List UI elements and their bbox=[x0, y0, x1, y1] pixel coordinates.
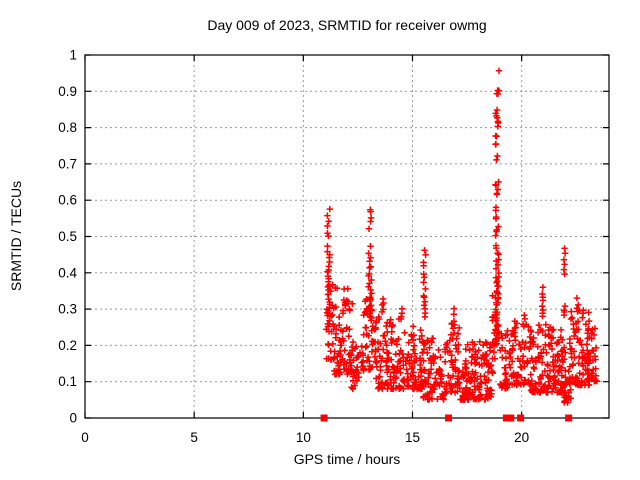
chart-title: Day 009 of 2023, SRMTID for receiver owm… bbox=[207, 17, 487, 33]
y-tick-label: 0.5 bbox=[58, 229, 77, 244]
zero-square-marker bbox=[445, 414, 453, 422]
y-tick-label: 0.9 bbox=[58, 84, 77, 99]
x-tick-label: 15 bbox=[405, 430, 420, 445]
zero-square-marker bbox=[507, 414, 515, 422]
x-tick-label: 0 bbox=[81, 430, 89, 445]
y-tick-label: 0.7 bbox=[58, 156, 77, 171]
zero-square-marker bbox=[517, 414, 525, 422]
y-tick-label: 0.2 bbox=[58, 338, 77, 353]
zero-square-marker bbox=[502, 414, 510, 422]
grid-lines bbox=[85, 55, 609, 418]
y-tick-label: 0.3 bbox=[58, 302, 77, 317]
y-tick-label: 0.8 bbox=[58, 120, 77, 135]
y-tick-label: 0 bbox=[69, 411, 77, 426]
scatter-points bbox=[323, 67, 600, 406]
axis-ticks bbox=[84, 54, 609, 419]
y-tick-label: 0.6 bbox=[58, 193, 77, 208]
y-tick-label: 1 bbox=[69, 48, 77, 63]
x-tick-label: 10 bbox=[296, 430, 311, 445]
x-axis-label: GPS time / hours bbox=[293, 451, 401, 467]
x-tick-label: 20 bbox=[514, 430, 529, 445]
y-tick-label: 0.4 bbox=[58, 265, 77, 280]
zero-square-marker bbox=[565, 414, 573, 422]
zero-square-marker bbox=[320, 414, 328, 422]
y-tick-label: 0.1 bbox=[58, 374, 77, 389]
x-tick-label: 5 bbox=[190, 430, 198, 445]
